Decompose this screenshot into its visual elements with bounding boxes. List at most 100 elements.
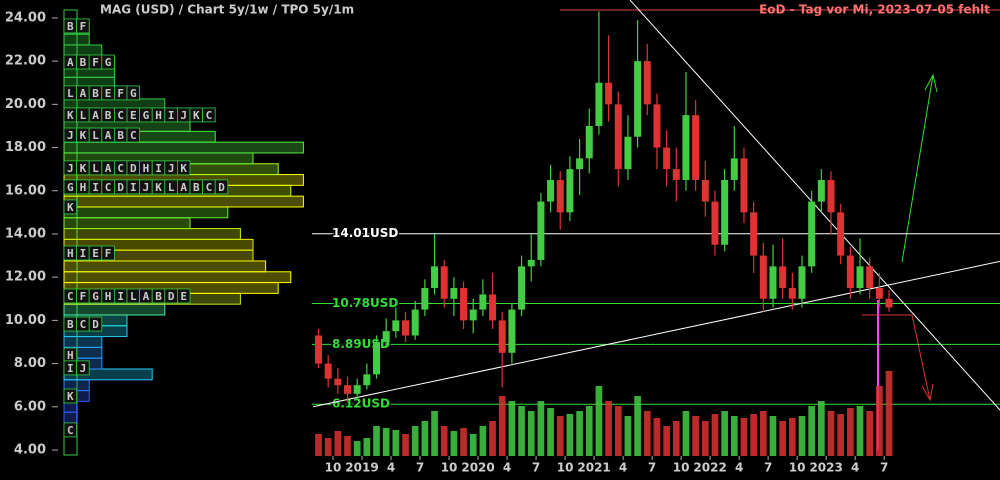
tpo-cell bbox=[76, 360, 90, 376]
volume-bar bbox=[353, 441, 361, 456]
level-label: 10.78USD bbox=[332, 296, 398, 310]
y-tick-label: 24.00 bbox=[5, 10, 46, 25]
tpo-letters: JKLABC bbox=[67, 129, 143, 142]
candle-body bbox=[392, 320, 400, 332]
candle-body bbox=[508, 309, 516, 353]
candle-body bbox=[798, 266, 806, 299]
candle-body bbox=[498, 320, 506, 353]
candle-body bbox=[431, 266, 439, 288]
volume-bar bbox=[595, 386, 603, 456]
volume-bar bbox=[711, 414, 719, 456]
volume-bar bbox=[411, 426, 419, 456]
volume-bar bbox=[866, 411, 874, 456]
y-tick-label: 20.00 bbox=[5, 97, 46, 112]
candle-body bbox=[324, 363, 332, 379]
tpo-cell bbox=[126, 85, 141, 101]
volume-bar bbox=[856, 406, 864, 456]
tpo-bar bbox=[63, 206, 229, 219]
candle-body bbox=[566, 169, 574, 213]
tpo-cell bbox=[126, 127, 141, 143]
tpo-bar bbox=[63, 271, 292, 284]
volume-bar bbox=[382, 428, 390, 456]
candle-body bbox=[344, 385, 352, 394]
x-tick-label: 4 bbox=[619, 461, 627, 475]
volume-bar bbox=[373, 426, 380, 456]
volume-bar bbox=[827, 411, 835, 456]
x-tick-label: 2023 bbox=[809, 461, 842, 475]
candle-body bbox=[643, 61, 651, 105]
volume-bar bbox=[653, 418, 661, 456]
volume-bar bbox=[402, 434, 409, 456]
candle-body bbox=[788, 287, 796, 299]
volume-bar bbox=[721, 411, 728, 456]
candle-body bbox=[421, 287, 429, 310]
volume-bar bbox=[392, 430, 400, 456]
x-tick-label: 7 bbox=[532, 461, 540, 475]
volume-bar bbox=[527, 411, 535, 456]
tpo-letters: BCD bbox=[67, 318, 105, 331]
tpo-bar bbox=[63, 33, 90, 46]
candle-body bbox=[827, 179, 835, 213]
volume-bar bbox=[818, 401, 825, 456]
candle-body bbox=[885, 298, 893, 308]
volume-bar bbox=[837, 414, 845, 456]
candle-body bbox=[605, 82, 613, 105]
tpo-bar bbox=[63, 44, 103, 57]
level-label: 6.12USD bbox=[332, 397, 390, 411]
y-tick-label: 12.00 bbox=[5, 270, 46, 285]
x-tick-label: 2022 bbox=[693, 461, 726, 475]
candle-body bbox=[363, 374, 371, 386]
x-tick-label: 7 bbox=[416, 461, 424, 475]
candle-body bbox=[585, 125, 593, 159]
notice: EoD - Tag vor Mi, 2023-07-05 fehlt bbox=[759, 3, 990, 17]
candle-body bbox=[556, 179, 564, 213]
volume-bar bbox=[450, 431, 458, 456]
tpo-cell bbox=[88, 316, 103, 332]
volume-bar bbox=[634, 396, 641, 456]
volume-bar bbox=[576, 411, 583, 456]
candle-body bbox=[382, 331, 390, 342]
candle-body bbox=[837, 212, 845, 256]
x-tick-label: 10 bbox=[789, 461, 806, 475]
volume-bar bbox=[585, 406, 593, 456]
candle-body bbox=[856, 266, 864, 288]
tpo-cell bbox=[101, 54, 115, 70]
candle-body bbox=[701, 179, 709, 202]
volume-bar bbox=[808, 406, 815, 456]
volume-bar bbox=[344, 436, 351, 456]
tpo-letters: K bbox=[67, 201, 80, 214]
chart-title: MAG (USD) / Chart 5y/1w / TPO 5y/1m bbox=[100, 3, 354, 17]
volume-bar bbox=[750, 414, 757, 456]
candle-body bbox=[373, 341, 381, 375]
tpo-letters: KLABCEGHIJKC bbox=[67, 109, 218, 122]
volume-bar bbox=[847, 408, 854, 456]
volume-bar bbox=[798, 416, 806, 456]
tpo-cell bbox=[214, 179, 229, 195]
x-tick-label: 4 bbox=[735, 461, 743, 475]
volume-bar bbox=[315, 434, 322, 456]
candle-body bbox=[537, 201, 545, 260]
tpo-cell bbox=[176, 288, 191, 304]
x-tick-label: 4 bbox=[851, 461, 859, 475]
volume-bar bbox=[876, 386, 883, 456]
volume-bar bbox=[682, 411, 690, 456]
tpo-letters: C bbox=[67, 424, 80, 437]
candle-body bbox=[614, 104, 622, 170]
x-tick-label: 7 bbox=[880, 461, 888, 475]
tpo-letters: CFGHILABDE bbox=[67, 290, 193, 303]
candle-body bbox=[450, 287, 458, 299]
tpo-letters: JKLACDHIJK bbox=[67, 162, 193, 175]
candle-body bbox=[721, 179, 729, 245]
x-tick-label: 10 bbox=[673, 461, 690, 475]
volume-bar bbox=[730, 416, 738, 456]
volume-bar bbox=[663, 426, 670, 456]
x-tick-label: 10 bbox=[325, 461, 342, 475]
tpo-bar bbox=[63, 217, 191, 230]
candle-body bbox=[411, 309, 419, 336]
y-tick-label: 22.00 bbox=[5, 54, 46, 69]
candle-body bbox=[653, 104, 661, 148]
candle-body bbox=[634, 61, 642, 137]
candle-body bbox=[624, 136, 632, 170]
candle-body bbox=[440, 266, 448, 299]
candle-body bbox=[595, 82, 603, 126]
